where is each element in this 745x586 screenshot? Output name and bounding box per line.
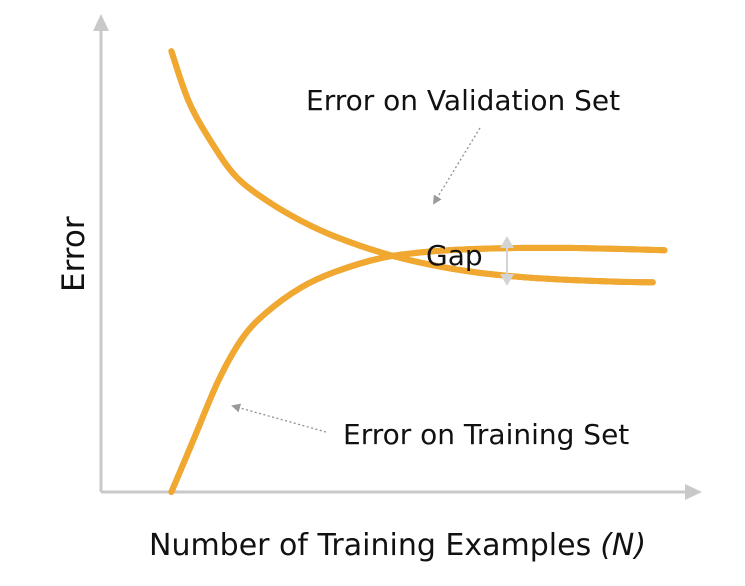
x-axis-arrowhead-icon [685, 484, 702, 500]
validation-annotation: Error on Validation Set [306, 84, 620, 117]
training-pointer-line [231, 403, 327, 433]
x-axis-label-variable: (N) [600, 528, 646, 563]
validation-error-curve [168, 48, 656, 286]
x-axis-label: Number of Training Examples (N) [149, 528, 646, 563]
training-annotation: Error on Training Set [343, 418, 629, 451]
gap-arrow-icon [500, 236, 514, 286]
gap-annotation: Gap [426, 239, 483, 272]
x-axis-label-text: Number of Training Examples [149, 528, 591, 563]
y-axis-label: Error [56, 216, 92, 292]
series-layer [168, 48, 668, 495]
training-curve-outline [168, 244, 668, 495]
training-error-curve [168, 244, 668, 495]
y-axis-arrowhead-icon [93, 14, 109, 31]
validation-pointer-line [432, 127, 481, 205]
